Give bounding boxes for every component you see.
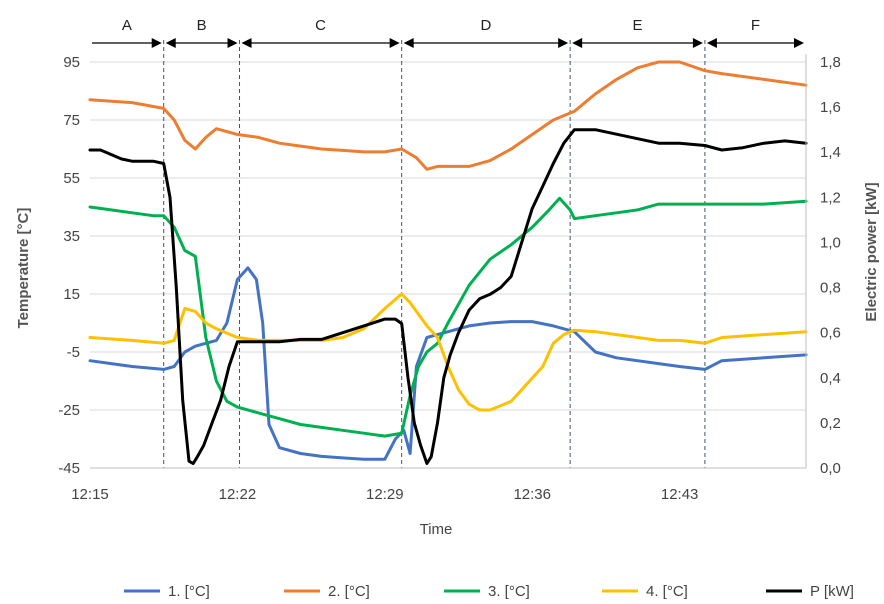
y2-tick-label: 1,2 (820, 189, 841, 206)
phase-label: B (197, 17, 207, 34)
phase-arrowhead-left (241, 38, 252, 48)
y-tick-label: 75 (63, 112, 80, 129)
legend-label: 4. [°C] (646, 583, 688, 600)
phase-arrowhead-left (165, 38, 176, 48)
series-line (88, 60, 808, 171)
phase-arrowhead-right (794, 38, 804, 48)
phase-label: F (751, 17, 760, 34)
x-tick-label: 12:43 (661, 486, 699, 503)
y-tick-label: 15 (63, 286, 80, 303)
legend-label: 1. [°C] (168, 583, 210, 600)
phase-boundary-lines (163, 40, 706, 468)
series-line (88, 196, 808, 438)
phase-label: D (480, 17, 491, 34)
phase-annotations: A B C D E F (92, 17, 804, 48)
y-axis-title: Temperature [°C] (15, 208, 32, 329)
x-tick-label: 12:36 (513, 486, 551, 503)
x-tick-label: 12:22 (219, 486, 257, 503)
y2-tick-label: 0,2 (820, 415, 841, 432)
y2-tick-label: 0,0 (820, 460, 841, 477)
x-axis-title: Time (420, 521, 453, 538)
phase-arrowhead-right (227, 38, 238, 48)
phase-arrowhead-right (151, 38, 162, 48)
y2-tick-label: 1,6 (820, 99, 841, 116)
x-tick-label: 12:15 (71, 486, 109, 503)
series-line (88, 128, 808, 465)
y2-tick-label: 0,6 (820, 325, 841, 342)
y2-tick-label: 0,4 (820, 370, 841, 387)
y2-tick-label: 0,8 (820, 280, 841, 297)
plot-area (88, 60, 808, 465)
legend-label: 3. [°C] (488, 583, 530, 600)
phase-arrowhead-left (706, 38, 717, 48)
legend-label: 2. [°C] (328, 583, 370, 600)
y-tick-label: 95 (63, 54, 80, 71)
phase-arrowhead-right (692, 38, 703, 48)
y-tick-label: -45 (58, 460, 80, 477)
x-tick-label: 12:29 (366, 486, 404, 503)
phase-arrowhead-left (572, 38, 583, 48)
y-tick-label: 55 (63, 170, 80, 187)
y-tick-label: 35 (63, 228, 80, 245)
series-line (88, 292, 808, 412)
phase-arrowhead-right (558, 38, 569, 48)
legend: 1. [°C] 2. [°C] 3. [°C] 4. [°C] P [kW] (124, 583, 854, 600)
phase-label: E (633, 17, 643, 34)
phase-label: A (122, 17, 132, 34)
phase-label: C (315, 17, 326, 34)
y-tick-label: -5 (67, 344, 80, 361)
y2-tick-label: 1,4 (820, 144, 841, 161)
series-line (88, 266, 808, 461)
y2-tick-label: 1,0 (820, 234, 841, 251)
y2-axis-title: Electric power [kW] (863, 182, 880, 321)
phase-arrowhead-left (403, 38, 414, 48)
legend-label: P [kW] (810, 583, 854, 600)
y2-tick-label: 1,8 (820, 54, 841, 71)
axes: 95 75 55 35 15 -5 -25 -45 1,8 1,6 1,4 1,2 1,0 0,8 0,6 0… (58, 54, 841, 503)
phase-arrowhead-right (389, 38, 400, 48)
y-tick-label: -25 (58, 402, 80, 419)
